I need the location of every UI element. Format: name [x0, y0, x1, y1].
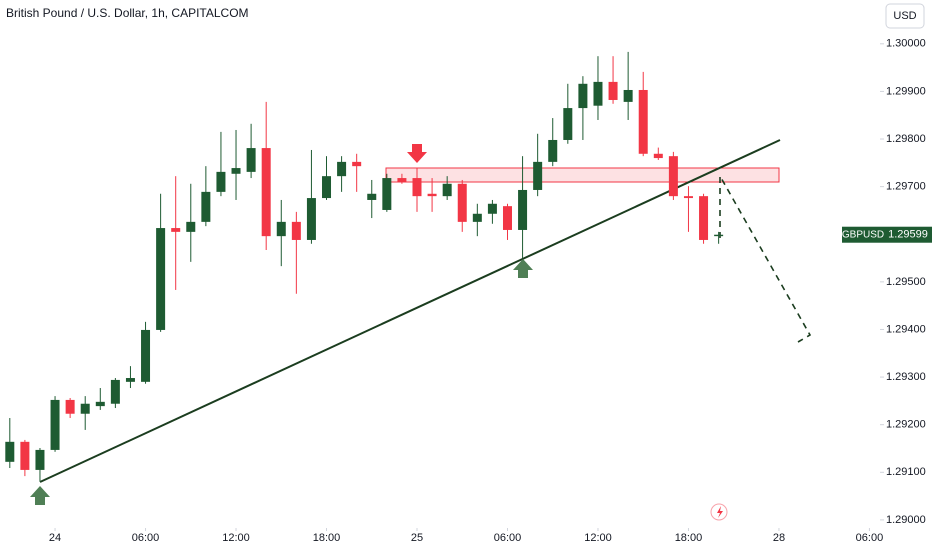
- candle-body: [563, 108, 573, 140]
- y-tick-label: 1.30000: [886, 38, 926, 50]
- y-tick-label: 1.29800: [886, 133, 926, 145]
- candle-body: [80, 403, 90, 414]
- candle-body: [246, 148, 256, 172]
- currency-button[interactable]: USD: [885, 3, 925, 29]
- x-tick-label: 28: [773, 532, 785, 544]
- y-tick-label: 1.29000: [886, 514, 926, 526]
- candle-body: [397, 178, 407, 182]
- x-tick-label: 12:00: [584, 532, 612, 544]
- y-tick-label: 1.29700: [886, 181, 926, 193]
- y-tick-label: 1.29400: [886, 323, 926, 335]
- down-arrow: [407, 144, 427, 163]
- candle-body: [699, 196, 709, 240]
- candle-body: [35, 449, 45, 470]
- x-tick-label: 06:00: [856, 532, 884, 544]
- candle-body: [261, 148, 271, 237]
- x-tick-label: 18:00: [313, 532, 341, 544]
- candle-body: [412, 178, 422, 197]
- candle-body: [518, 189, 528, 230]
- y-tick-label: 1.29300: [886, 371, 926, 383]
- candle-body: [141, 329, 151, 382]
- candle-body: [276, 221, 286, 237]
- candle-body: [65, 399, 75, 414]
- chart-title: British Pound / U.S. Dollar, 1h, CAPITAL…: [6, 6, 249, 20]
- up-arrow: [513, 259, 533, 278]
- candle-body: [548, 139, 558, 162]
- candle-body: [593, 81, 603, 106]
- candle-body: [322, 176, 332, 199]
- candle-body: [668, 156, 678, 197]
- candle-body: [50, 399, 60, 450]
- candle-body: [306, 198, 316, 240]
- candle-body: [714, 234, 724, 237]
- y-tick-label: 1.29500: [886, 276, 926, 288]
- candle-body: [231, 168, 241, 174]
- candle-body: [291, 221, 301, 240]
- candle-body: [171, 228, 181, 232]
- candle-body: [638, 89, 648, 154]
- candle-body: [653, 153, 663, 159]
- trend-line: [39, 139, 781, 483]
- candle-body: [352, 161, 362, 167]
- candle-body: [125, 378, 135, 382]
- candle-body: [216, 171, 226, 192]
- candle-body: [533, 161, 543, 190]
- candle-body: [487, 203, 497, 214]
- candle-body: [623, 89, 633, 102]
- x-tick-label: 18:00: [675, 532, 703, 544]
- candle-body: [427, 193, 437, 197]
- symbol-tag: [842, 226, 884, 243]
- event-icon[interactable]: [710, 503, 728, 521]
- candle-body: [367, 193, 377, 200]
- event-bolt[interactable]: [717, 506, 723, 518]
- up-arrow: [30, 486, 50, 505]
- candle-body: [578, 83, 588, 109]
- price-tag: [884, 226, 932, 243]
- x-tick-label: 25: [411, 532, 423, 544]
- x-tick-label: 12:00: [222, 532, 250, 544]
- candle-body: [337, 161, 347, 177]
- candle-body: [201, 191, 211, 222]
- candle-body: [382, 178, 392, 210]
- x-tick-label: 06:00: [132, 532, 160, 544]
- y-tick-label: 1.29100: [886, 466, 926, 478]
- price-label: 1.29599: [888, 229, 928, 241]
- y-tick-label: 1.29200: [886, 419, 926, 431]
- candle-body: [110, 379, 120, 404]
- candle-body: [608, 81, 618, 100]
- candle-body: [472, 213, 482, 222]
- candle-body: [442, 183, 452, 197]
- x-tick-label: 24: [49, 532, 61, 544]
- candle-body: [20, 441, 30, 470]
- candle-body: [95, 401, 105, 407]
- x-tick-label: 06:00: [494, 532, 522, 544]
- candle-body: [683, 196, 693, 199]
- symbol-label: GBPUSD: [842, 229, 884, 240]
- candle-body: [156, 228, 166, 330]
- candle-body: [5, 441, 15, 462]
- currency-label[interactable]: USD: [893, 10, 916, 22]
- resistance-zone: [385, 167, 780, 183]
- y-tick-label: 1.29900: [886, 85, 926, 97]
- candle-body: [502, 206, 512, 230]
- candle-body: [457, 183, 467, 222]
- candle-body: [186, 221, 196, 232]
- button-frame[interactable]: [885, 3, 925, 29]
